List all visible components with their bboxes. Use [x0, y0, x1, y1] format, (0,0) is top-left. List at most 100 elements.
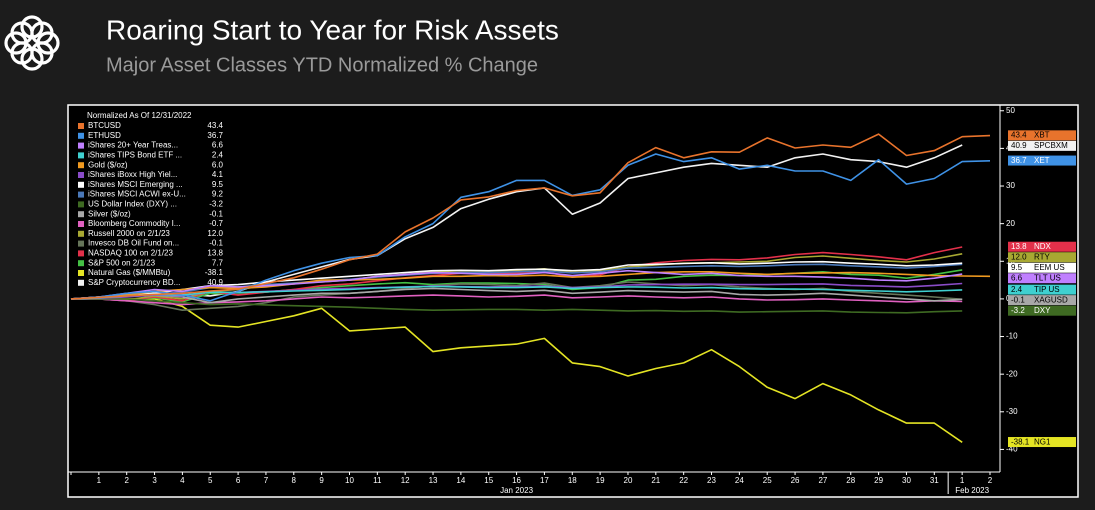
legend-value: 6.0	[212, 160, 224, 169]
legend-label: US Dollar Index (DXY) ...	[88, 200, 177, 209]
x-tick-label: 2	[988, 476, 993, 485]
value-tag-ticker: NG1	[1034, 437, 1051, 446]
legend-swatch	[78, 142, 84, 149]
x-tick-label: 9	[319, 476, 324, 485]
x-tick-label: 28	[846, 476, 855, 485]
x-tick-label: 1	[960, 476, 965, 485]
series-line	[70, 133, 991, 300]
title: Roaring Start to Year for Risk Assets	[106, 14, 559, 45]
value-tag-value: -38.1	[1011, 437, 1030, 446]
value-tag-value: 12.0	[1011, 253, 1027, 262]
legend-value: 43.4	[207, 121, 223, 130]
legend-swatch	[78, 181, 84, 188]
series-line	[71, 298, 963, 443]
x-tick-label: 13	[429, 476, 438, 485]
legend-value: 6.6	[212, 141, 224, 150]
x-tick-label: 26	[791, 476, 800, 485]
value-tag-value: 13.8	[1011, 242, 1027, 251]
x-tick-label: 21	[651, 476, 660, 485]
legend-label: Bloomberg Commodity I...	[88, 219, 180, 228]
x-tick-label: 29	[874, 476, 883, 485]
legend-value: -3.2	[209, 200, 223, 209]
legend-swatch	[78, 250, 84, 257]
y-tick-label: 20	[1006, 219, 1015, 228]
legend: BTCUSD 43.4 ETHUSD 36.7 iShares 20+ Year Tre…	[78, 121, 224, 287]
y-tick-label: -30	[1006, 407, 1018, 416]
x-tick-label: 5	[208, 476, 213, 485]
legend-value: 13.8	[207, 249, 223, 258]
legend-value: -0.1	[209, 239, 223, 248]
legend-title: Normalized As Of 12/31/2022	[87, 111, 192, 120]
legend-label: iShares TIPS Bond ETF ...	[88, 151, 182, 160]
legend-swatch	[78, 211, 84, 218]
value-tag-value: 9.5	[1011, 263, 1023, 272]
logo	[4, 15, 60, 71]
value-tag-ticker: XBT	[1034, 131, 1050, 140]
value-tag-ticker: EEM US	[1034, 263, 1065, 272]
value-tag	[1008, 437, 1076, 448]
series-line	[70, 153, 991, 302]
legend-label: iShares 20+ Year Treas...	[88, 141, 178, 150]
legend-value: 9.2	[212, 190, 224, 199]
legend-label: Invesco DB Oil Fund on...	[88, 239, 179, 248]
x-tick-label: 30	[902, 476, 911, 485]
legend-swatch	[78, 221, 84, 227]
value-tag-value: 6.6	[1011, 274, 1023, 283]
legend-value: 2.4	[212, 151, 224, 160]
x-tick-label: 31	[930, 476, 939, 485]
x-group-label: Jan 2023	[500, 486, 533, 495]
legend-value: 36.7	[207, 131, 223, 140]
series-line	[70, 269, 963, 300]
subtitle: Major Asset Classes YTD Normalized % Cha…	[106, 54, 538, 76]
x-tick-label: 20	[624, 476, 633, 485]
legend-swatch	[78, 260, 84, 267]
x-tick-label: 19	[596, 476, 605, 485]
series-line	[71, 298, 963, 314]
x-tick-label: 24	[735, 476, 744, 485]
value-tag	[1008, 284, 1076, 295]
y-tick-label: 50	[1006, 106, 1015, 115]
x-tick-label: 22	[679, 476, 688, 485]
x-tick-label: 10	[345, 476, 354, 485]
legend-label: S&P Cryptocurrency BD...	[88, 278, 180, 287]
legend-swatch	[78, 123, 84, 129]
value-tag-ticker: XAGUSD	[1034, 295, 1068, 304]
legend-label: NASDAQ 100 on 2/1/23	[88, 249, 173, 258]
x-tick-label: 2	[124, 476, 129, 485]
x-tick-label: 17	[540, 476, 549, 485]
value-tag	[1008, 262, 1076, 273]
legend-label: ETHUSD	[88, 131, 121, 140]
x-tick-label: 16	[512, 476, 521, 485]
value-tag	[1008, 155, 1076, 166]
value-tag	[1008, 241, 1076, 252]
series-line	[70, 287, 963, 304]
legend-swatch	[78, 132, 84, 139]
x-tick-label: 8	[292, 476, 297, 485]
legend-swatch	[78, 152, 84, 159]
legend-value: -0.1	[209, 209, 223, 218]
legend-label: iShares MSCI Emerging ...	[88, 180, 183, 189]
legend-value: 40.9	[207, 278, 223, 287]
legend-value: -38.1	[205, 268, 224, 277]
value-tag-ticker: TLT US	[1034, 274, 1061, 283]
legend-label: Russell 2000 on 2/1/23	[88, 229, 170, 238]
legend-value: 12.0	[207, 229, 223, 238]
value-tag-value: -3.2	[1011, 306, 1025, 315]
series-line	[70, 285, 963, 300]
legend-value: 9.5	[212, 180, 224, 189]
legend-label: iShares iBoxx High Yiel...	[88, 170, 177, 179]
legend-swatch	[78, 279, 84, 286]
legend-label: Gold ($/oz)	[88, 160, 128, 169]
legend-swatch	[78, 270, 84, 276]
y-tick-label: -10	[1006, 332, 1018, 341]
x-tick-label: 7	[264, 476, 269, 485]
y-tick-label: -20	[1006, 369, 1018, 378]
legend-label: iShares MSCI ACWI ex-U...	[88, 190, 186, 199]
x-tick-label: 15	[484, 476, 493, 485]
value-tag-ticker: TIP US	[1034, 285, 1060, 294]
value-tag-value: 43.4	[1011, 131, 1027, 140]
legend-swatch	[78, 230, 84, 237]
legend-value: 7.7	[212, 258, 224, 267]
